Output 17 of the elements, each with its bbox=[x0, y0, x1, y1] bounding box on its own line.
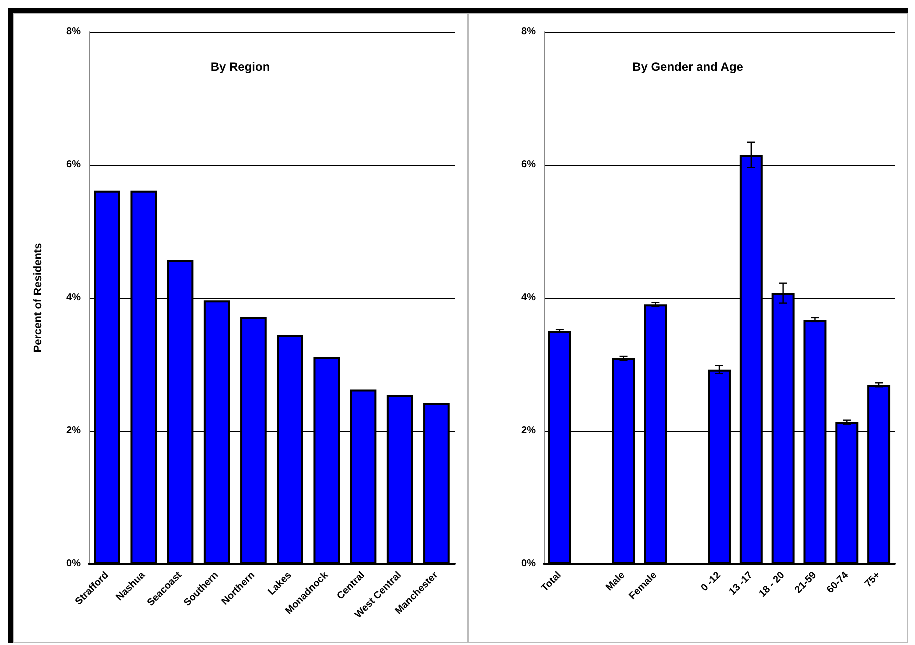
y-tick-label: 6% bbox=[522, 160, 536, 170]
y-tick-label: 4% bbox=[522, 292, 536, 304]
y-tick-label: 6% bbox=[66, 160, 82, 170]
y-tick-label: 0% bbox=[66, 558, 82, 570]
y-tick-label: 4% bbox=[66, 292, 82, 304]
text: By Region bbox=[210, 60, 270, 74]
x-tick-label: 75+ bbox=[863, 570, 884, 590]
x-tick-label: 18 - 20 bbox=[757, 570, 788, 600]
y-tick-label: 2% bbox=[66, 426, 82, 436]
x-tick-label: 0 -12 bbox=[700, 570, 724, 594]
y-tick-label: 2% bbox=[522, 426, 536, 436]
x-tick-label: 13 -17 bbox=[728, 570, 756, 598]
y-tick-label: 8% bbox=[66, 26, 82, 38]
y-axis-title: Percent of Residents bbox=[32, 243, 44, 353]
text: By Gender and Age bbox=[632, 60, 744, 74]
y-tick-label: 0% bbox=[522, 558, 536, 570]
y-tick-label: 8% bbox=[522, 26, 536, 38]
